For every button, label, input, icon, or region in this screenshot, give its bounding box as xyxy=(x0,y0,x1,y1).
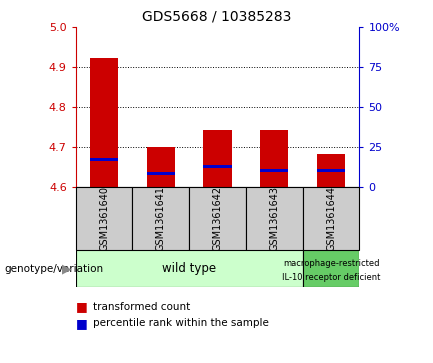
Bar xyxy=(246,187,303,250)
Bar xyxy=(317,169,345,172)
Text: GSM1361644: GSM1361644 xyxy=(326,186,336,251)
Bar xyxy=(260,130,288,187)
Text: ■: ■ xyxy=(76,317,87,330)
Text: GDS5668 / 10385283: GDS5668 / 10385283 xyxy=(142,9,291,23)
Bar xyxy=(132,187,189,250)
Text: ■: ■ xyxy=(76,300,87,313)
Text: IL-10 receptor deficient: IL-10 receptor deficient xyxy=(282,273,380,282)
Bar xyxy=(147,147,175,187)
Text: percentile rank within the sample: percentile rank within the sample xyxy=(93,318,269,328)
Bar xyxy=(303,187,359,250)
Bar xyxy=(76,187,132,250)
Bar xyxy=(90,158,118,161)
Text: ▶: ▶ xyxy=(62,262,71,275)
Text: GSM1361641: GSM1361641 xyxy=(156,186,166,251)
Text: wild type: wild type xyxy=(162,262,216,275)
Bar xyxy=(317,154,345,187)
Bar xyxy=(303,250,359,287)
Bar xyxy=(204,165,232,168)
Bar xyxy=(260,169,288,172)
Text: GSM1361640: GSM1361640 xyxy=(99,186,109,251)
Text: genotype/variation: genotype/variation xyxy=(4,264,103,274)
Bar xyxy=(90,58,118,187)
Text: transformed count: transformed count xyxy=(93,302,191,312)
Text: GSM1361642: GSM1361642 xyxy=(213,186,223,251)
Text: macrophage-restricted: macrophage-restricted xyxy=(283,259,379,268)
Text: GSM1361643: GSM1361643 xyxy=(269,186,279,251)
Bar xyxy=(204,130,232,187)
Bar xyxy=(147,172,175,175)
Bar xyxy=(76,250,303,287)
Bar xyxy=(189,187,246,250)
